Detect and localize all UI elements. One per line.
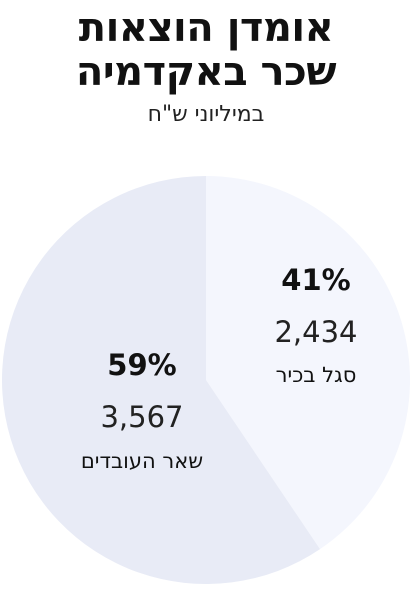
chart-title-line-1: אומדן הוצאות (78, 5, 334, 51)
slice-senior-category-label: סגל בכיר (276, 363, 357, 387)
slice-others-value-label: 3,567 (100, 400, 183, 434)
chart-subtitle: במיליוני ש"ח (147, 102, 265, 127)
chart-title-line-2: שכר באקדמיה (75, 49, 337, 95)
slice-others-percent-label: 59% (107, 348, 176, 382)
slice-others-category-label: שאר העובדים (81, 449, 203, 473)
slice-senior-percent-label: 41% (281, 263, 350, 297)
chart-header: אומדן הוצאות שכר באקדמיה במיליוני ש"ח (0, 6, 412, 128)
slice-senior-value-label: 2,434 (274, 315, 357, 349)
pie-slice-others (1, 176, 321, 584)
pie-slices (1, 176, 410, 584)
pie-slice-senior (206, 176, 410, 550)
